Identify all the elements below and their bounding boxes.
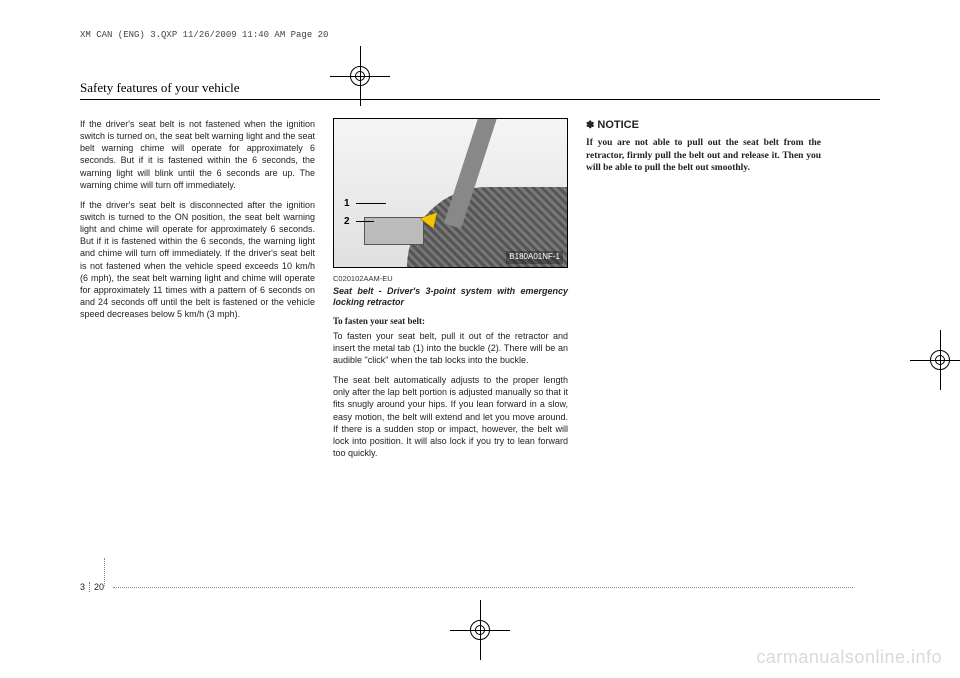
body-text: If the driver's seat belt is not fastene… <box>80 118 315 191</box>
page-footer: 320 <box>80 582 880 592</box>
chapter-number: 3 <box>80 582 90 592</box>
registration-mark-icon <box>450 600 510 660</box>
body-text: If the driver's seat belt is disconnecte… <box>80 199 315 320</box>
registration-mark-icon <box>910 330 960 390</box>
seatbelt-figure: 1 2 B180A01NF-1 <box>333 118 568 268</box>
notice-label: NOTICE <box>597 119 639 131</box>
notice-heading: ✽NOTICE <box>586 118 821 133</box>
figure-code: C020102AAM-EU <box>333 274 568 284</box>
figure-callout-1: 1 <box>344 197 350 211</box>
notice-body: If you are not able to pull out the seat… <box>586 137 821 175</box>
column-1: If the driver's seat belt is not fastene… <box>80 118 315 467</box>
figure-id: B180A01NF-1 <box>506 251 563 264</box>
figure-caption: Seat belt - Driver's 3-point system with… <box>333 286 568 309</box>
print-header: XM CAN (ENG) 3.QXP 11/26/2009 11:40 AM P… <box>80 30 880 40</box>
column-2: 1 2 B180A01NF-1 C020102AAM-EU Seat belt … <box>333 118 568 467</box>
notice-icon: ✽ <box>586 120 594 131</box>
watermark: carmanualsonline.info <box>756 647 942 668</box>
column-3: ✽NOTICE If you are not able to pull out … <box>586 118 821 467</box>
manual-page: XM CAN (ENG) 3.QXP 11/26/2009 11:40 AM P… <box>80 30 880 630</box>
content-columns: If the driver's seat belt is not fastene… <box>80 118 880 467</box>
registration-mark-icon <box>330 46 390 106</box>
subheading: To fasten your seat belt: <box>333 315 568 327</box>
body-text: The seat belt automatically adjusts to t… <box>333 374 568 459</box>
footer-vertical-dots <box>104 558 105 586</box>
page-number: 20 <box>90 582 104 592</box>
footer-dotted-line <box>113 587 853 588</box>
title-rule <box>80 99 880 100</box>
section-title: Safety features of your vehicle <box>80 80 880 96</box>
figure-callout-2: 2 <box>344 215 350 229</box>
body-text: To fasten your seat belt, pull it out of… <box>333 330 568 366</box>
